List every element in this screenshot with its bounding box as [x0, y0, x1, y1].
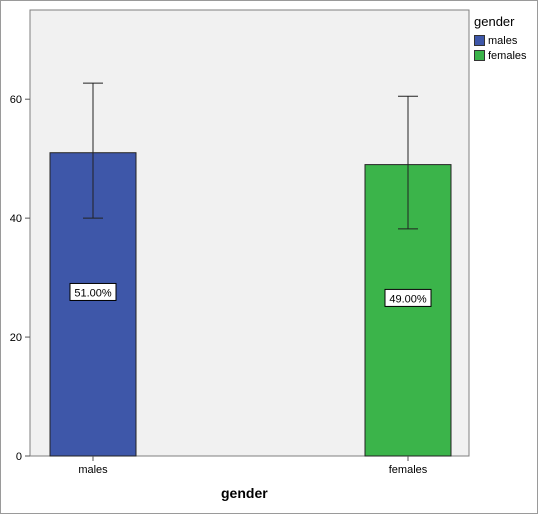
- data-label-box-females: [384, 288, 432, 307]
- legend-item-females: females: [474, 48, 527, 63]
- legend-swatch-males: [474, 35, 485, 46]
- y-tick-label-40: 40: [10, 213, 22, 225]
- legend-swatch-females: [474, 50, 485, 61]
- legend-item-males: males: [474, 33, 527, 48]
- legend: gender males females: [474, 14, 527, 63]
- x-tick-label-males: males: [78, 464, 108, 476]
- y-tick-label-60: 60: [10, 94, 22, 106]
- data-label-females: 49.00%: [389, 293, 427, 305]
- y-tick-label-0: 0: [16, 451, 22, 463]
- x-axis-title: gender: [221, 485, 268, 501]
- x-axis: males females: [78, 456, 428, 476]
- data-label-males: 51.00%: [74, 287, 112, 299]
- legend-label-males: males: [488, 34, 518, 47]
- legend-title: gender: [474, 14, 515, 29]
- data-label-box-males: [69, 282, 117, 301]
- y-tick-label-20: 20: [10, 332, 22, 344]
- y-axis: 0 20 40 60: [10, 94, 30, 463]
- bars: 51.00% 49.00%: [49, 82, 452, 457]
- legend-label-females: females: [488, 49, 527, 62]
- x-tick-label-females: females: [389, 464, 428, 476]
